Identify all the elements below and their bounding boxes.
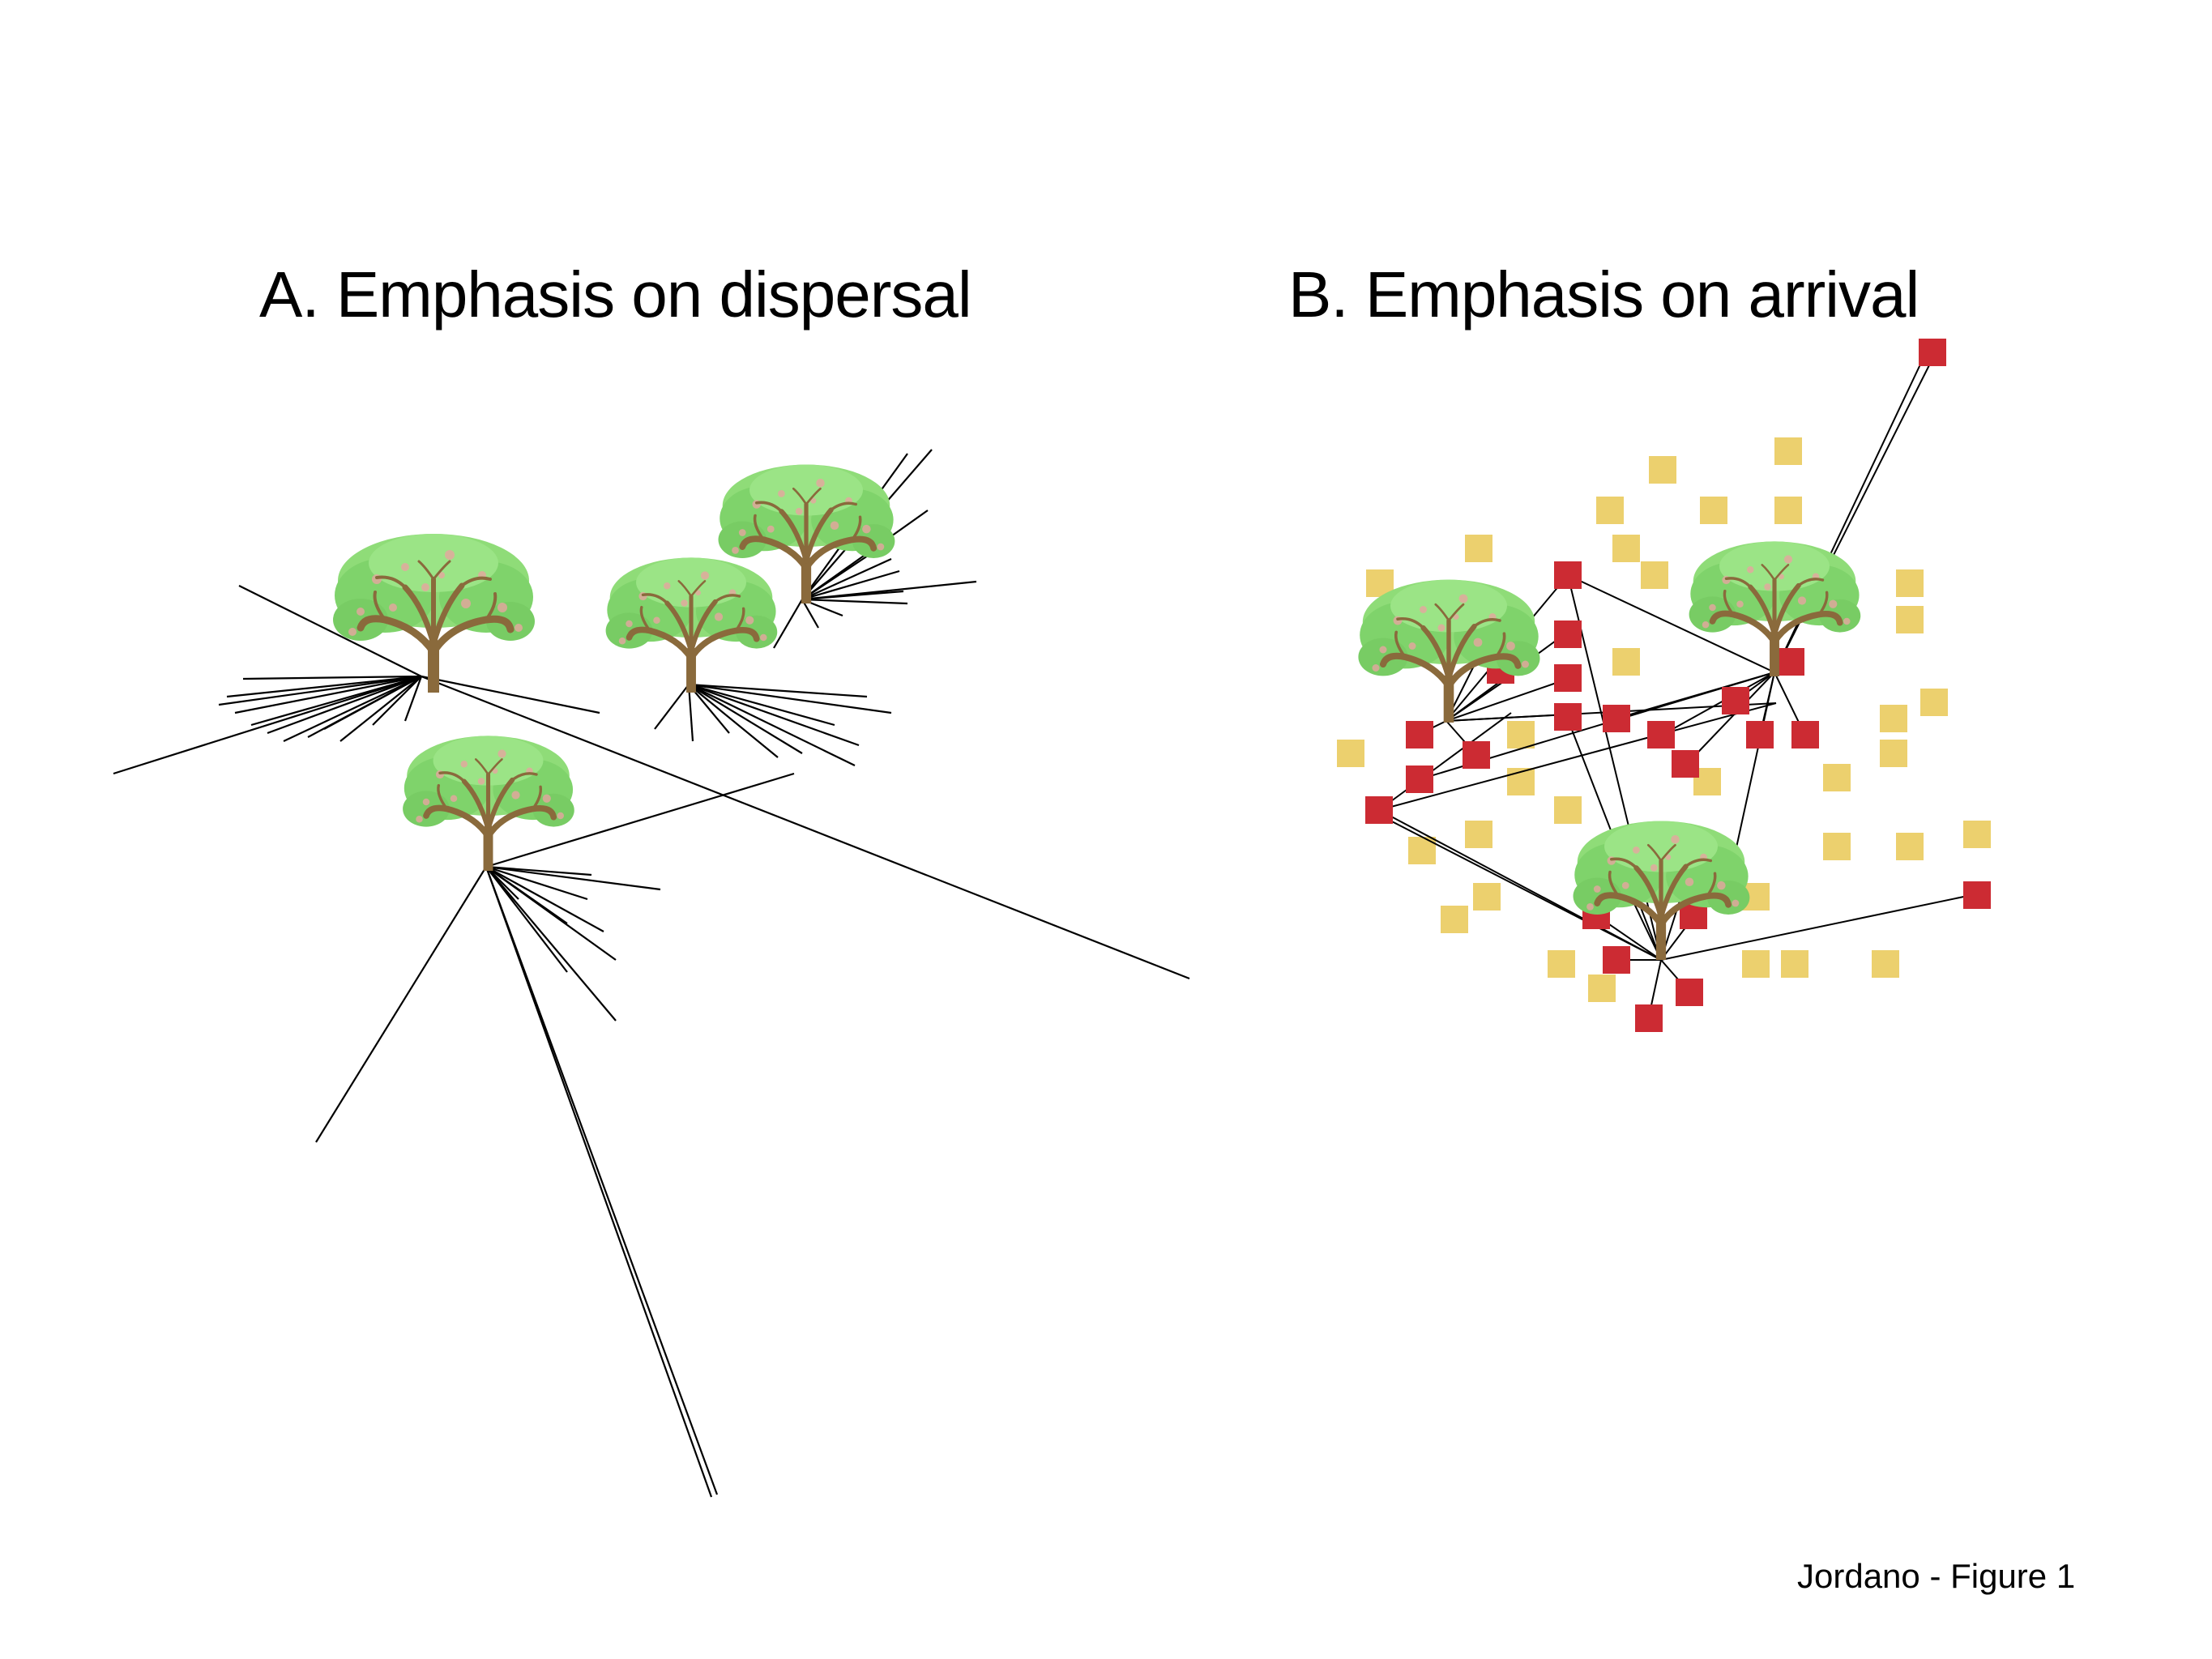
panel-b-title: B. Emphasis on arrival xyxy=(1288,258,1919,331)
arrived-seeds xyxy=(1365,339,1991,1032)
tree-icon xyxy=(606,557,778,693)
panel-a-title: A. Emphasis on dispersal xyxy=(259,258,972,331)
tree-icon xyxy=(1689,541,1861,676)
panel-a xyxy=(113,449,1190,1498)
figure-caption: Jordano - Figure 1 xyxy=(1797,1557,2076,1595)
dispersal-lines xyxy=(113,449,1190,1498)
tree-icon xyxy=(403,736,574,871)
panel-b xyxy=(1337,339,1991,1032)
tree-icon xyxy=(1358,580,1539,723)
tree-icon xyxy=(333,534,535,693)
tree-icon xyxy=(1574,821,1750,961)
